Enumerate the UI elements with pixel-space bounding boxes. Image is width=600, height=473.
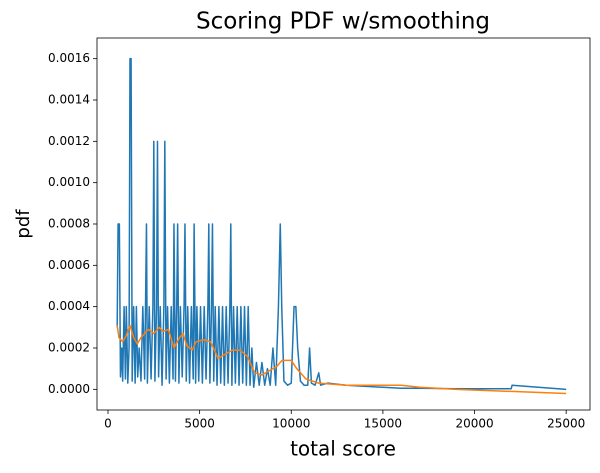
x-axis-label: total score (290, 437, 396, 461)
x-tick-label: 0 (104, 417, 112, 431)
y-tick-label: 0.0002 (48, 341, 90, 355)
y-tick-label: 0.0014 (48, 93, 90, 107)
chart-title: Scoring PDF w/smoothing (196, 9, 490, 35)
line-series (116, 324, 567, 395)
y-tick-label: 0.0016 (48, 51, 90, 65)
line-series (116, 57, 567, 391)
x-tick-label: 5000 (184, 417, 215, 431)
y-tick-label: 0.0000 (48, 382, 90, 396)
y-axis-label: pdf (13, 209, 34, 239)
x-tick-label: 25000 (547, 417, 585, 431)
y-tick-label: 0.0006 (48, 258, 90, 272)
y-tick-label: 0.0012 (48, 134, 90, 148)
plot-frame (96, 37, 591, 411)
x-tick-label: 10000 (272, 417, 310, 431)
x-tick-label: 20000 (455, 417, 493, 431)
y-tick-label: 0.0004 (48, 299, 90, 313)
x-tick-label: 15000 (364, 417, 402, 431)
y-tick-label: 0.0008 (48, 217, 90, 231)
y-tick-label: 0.0010 (48, 175, 90, 189)
